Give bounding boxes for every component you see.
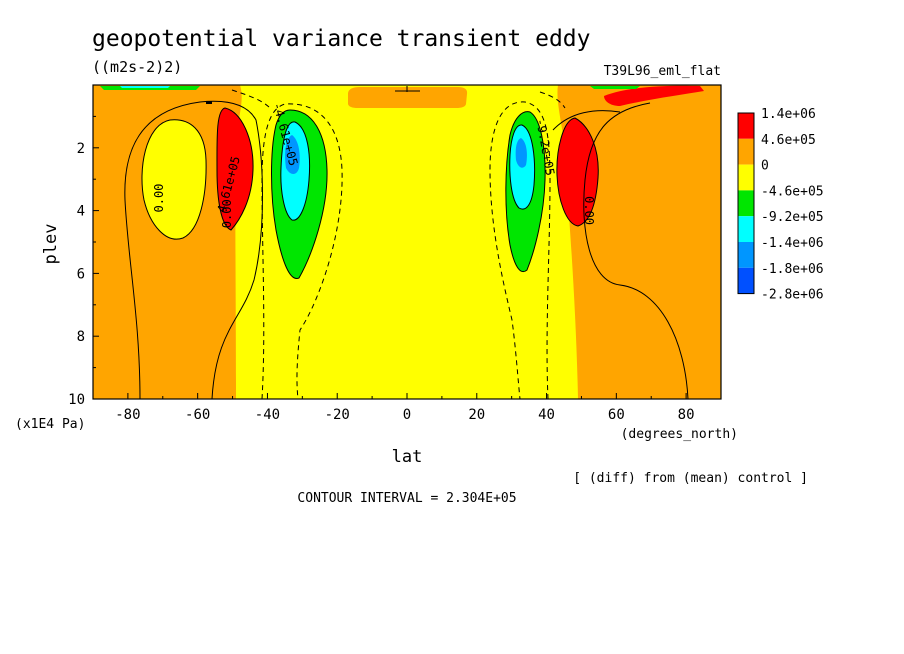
top-cyan-strip-south [120, 86, 170, 88]
contour-value-label: 0.00 [152, 184, 166, 213]
x-axis: -80 -60 -40 -20 0 20 40 60 80 [92, 393, 722, 423]
colorbar: 1.4e+06 4.6e+05 0 -4.6e+05 -9.2e+05 -1.4e+06 -… [737, 107, 824, 303]
red-maximum-north [556, 117, 599, 227]
dashed-contour-south-1 [261, 103, 343, 399]
colorbar-swatch [738, 190, 754, 217]
dashed-contour-north-2 [539, 91, 566, 109]
colorbar-label: 4.6e+05 [761, 133, 816, 148]
chart-units: ((m2s-2)2) [92, 58, 182, 76]
yellow-pocket-south [141, 119, 207, 240]
colorbar-swatch [738, 267, 754, 294]
colorbar-frame [737, 112, 755, 295]
x-tick-label: -60 [185, 407, 210, 423]
contour-line-north-inner [552, 110, 621, 131]
colorbar-swatch [738, 164, 754, 191]
blue-core-north [515, 138, 527, 168]
dashed-contour-north-1 [489, 101, 551, 399]
colorbar-swatch [738, 216, 754, 242]
diff-note: [ (diff) from (mean) control ] [573, 471, 808, 486]
plot-area [93, 85, 721, 399]
x-tick-label: -40 [255, 407, 280, 423]
x-tick-label: 80 [678, 407, 695, 423]
chart-title: geopotential variance transient eddy [92, 26, 591, 52]
top-green-strip-north [590, 86, 640, 89]
red-maximum-north-top [604, 85, 704, 106]
x-tick-label: 20 [468, 407, 485, 423]
run-label: T39L96_eml_flat [604, 64, 721, 79]
dashed-contour-south-2 [231, 89, 271, 109]
colorbar-label: -1.8e+06 [761, 262, 824, 277]
x-axis-units: (degrees_north) [621, 427, 738, 442]
colorbar-swatch [738, 138, 754, 165]
colorbar-swatch [738, 113, 754, 139]
contour-line-north-outer [583, 102, 689, 399]
positive-region-top-center [348, 87, 468, 108]
y-tick-label: 2 [77, 141, 85, 157]
y-axis: 2 4 6 8 10 [68, 115, 99, 408]
colorbar-swatch [738, 242, 754, 268]
x-tick-label: -80 [115, 407, 140, 423]
x-tick-label: 40 [538, 407, 555, 423]
contour-value-label: 0.00 [582, 196, 596, 225]
contour-value-label: 0.00 [220, 199, 234, 228]
colorbar-label: -9.2e+05 [761, 210, 824, 225]
red-maximum-south [216, 107, 254, 231]
y-tick-label: 6 [77, 266, 85, 282]
top-speck [206, 101, 212, 104]
y-tick-label: 10 [68, 392, 85, 408]
blue-core-south [285, 135, 300, 174]
y-tick-label: 4 [77, 204, 85, 220]
x-axis-label: lat [392, 447, 423, 467]
y-tick-label: 8 [77, 329, 85, 345]
y-axis-units: (x1E4 Pa) [15, 417, 85, 432]
colorbar-label: -4.6e+05 [761, 184, 824, 199]
contour-line-south-outer [124, 100, 263, 399]
y-axis-label: plev [41, 224, 61, 265]
colorbar-label: 1.4e+06 [761, 107, 816, 122]
x-tick-label: 0 [403, 407, 411, 423]
x-tick-label: 60 [608, 407, 625, 423]
contour-interval: CONTOUR INTERVAL = 2.304E+05 [297, 491, 516, 506]
x-tick-label: -20 [325, 407, 350, 423]
colorbar-label: -1.4e+06 [761, 236, 824, 251]
colorbar-label: 0 [761, 159, 769, 174]
colorbar-label: -2.8e+06 [761, 288, 824, 303]
